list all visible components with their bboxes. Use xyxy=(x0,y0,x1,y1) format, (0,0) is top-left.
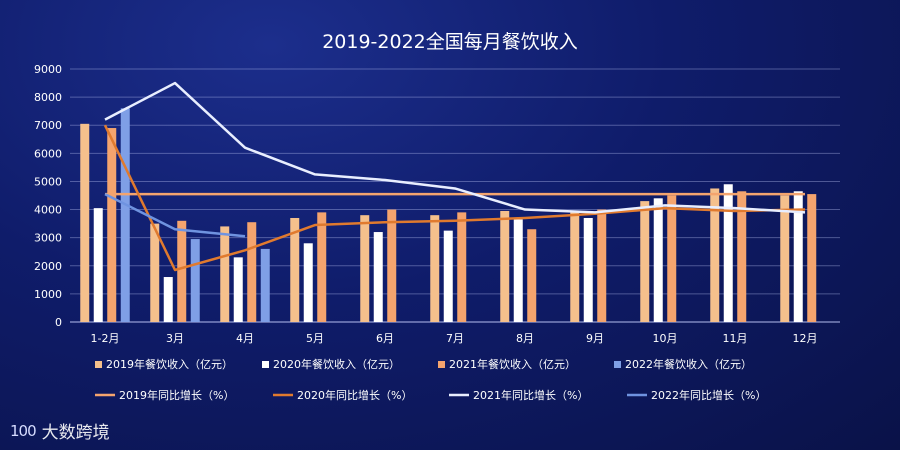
legend-label: 2021年餐饮收入（亿元） xyxy=(449,357,576,371)
y-tick-label: 0 xyxy=(55,316,62,329)
y-tick-label: 7000 xyxy=(34,119,62,132)
bar-2019年餐饮收入（亿元） xyxy=(430,215,440,322)
bar-2021年餐饮收入（亿元） xyxy=(807,194,817,322)
y-tick-label: 6000 xyxy=(34,147,62,160)
y-tick-label: 2000 xyxy=(34,260,62,273)
y-tick-label: 8000 xyxy=(34,91,62,104)
bar-2019年餐饮收入（亿元） xyxy=(710,188,720,322)
bar-2020年餐饮收入（亿元） xyxy=(653,198,663,322)
bar-2022年餐饮收入（亿元） xyxy=(260,248,270,322)
brand-mark-icon: 100 xyxy=(10,421,37,440)
x-tick-label: 7月 xyxy=(446,332,464,345)
bar-2019年餐饮收入（亿元） xyxy=(80,123,90,322)
x-tick-label: 5月 xyxy=(306,332,324,345)
bar-2019年餐饮收入（亿元） xyxy=(570,212,580,322)
x-tick-label: 9月 xyxy=(586,332,604,345)
x-tick-label: 12月 xyxy=(793,332,818,345)
bar-series xyxy=(80,108,817,322)
line-series xyxy=(103,81,806,272)
y-tick-label: 1000 xyxy=(34,288,62,301)
legend-swatch xyxy=(614,361,621,368)
line-2022年同比增长（%） xyxy=(104,192,246,238)
bar-2021年餐饮收入（亿元） xyxy=(737,191,747,322)
bar-2020年餐饮收入（亿元） xyxy=(303,243,313,322)
bar-2021年餐饮收入（亿元） xyxy=(177,220,187,322)
legend-label: 2022年餐饮收入（亿元） xyxy=(625,357,752,371)
line-2021年同比增长（%） xyxy=(104,81,806,214)
legend-label: 2020年餐饮收入（亿元） xyxy=(273,357,400,371)
bar-2020年餐饮收入（亿元） xyxy=(373,232,383,322)
bar-2019年餐饮收入（亿元） xyxy=(780,195,790,322)
bar-2021年餐饮收入（亿元） xyxy=(247,222,257,322)
bar-2020年餐饮收入（亿元） xyxy=(583,217,593,322)
bar-2020年餐饮收入（亿元） xyxy=(93,208,103,322)
y-axis-ticks: 0 1000 2000 3000 4000 5000 6000 7000 8000 9000 xyxy=(34,63,62,329)
legend-label: 2019年同比增长（%） xyxy=(119,388,234,402)
y-tick-label: 9000 xyxy=(34,63,62,76)
x-axis-ticks: 1-2月 3月 4月 5月 6月 7月 8月 9月 10月 11月 12月 xyxy=(91,332,818,345)
bar-2021年餐饮收入（亿元） xyxy=(667,195,677,322)
bar-2019年餐饮收入（亿元） xyxy=(290,217,300,322)
bar-2019年餐饮收入（亿元） xyxy=(640,201,650,322)
x-tick-label: 4月 xyxy=(236,332,254,345)
x-tick-label: 8月 xyxy=(516,332,534,345)
bar-2021年餐饮收入（亿元） xyxy=(317,212,327,322)
legend-label: 2020年同比增长（%） xyxy=(297,388,412,402)
legend-swatch xyxy=(438,361,445,368)
bar-2022年餐饮收入（亿元） xyxy=(190,239,200,322)
legend-label: 2022年同比增长（%） xyxy=(651,388,766,402)
bar-2021年餐饮收入（亿元） xyxy=(527,229,537,322)
bar-2021年餐饮收入（亿元） xyxy=(107,128,117,322)
bar-2019年餐饮收入（亿元） xyxy=(360,215,370,322)
y-tick-label: 4000 xyxy=(34,204,62,217)
line-2020年同比增长（%） xyxy=(103,124,806,272)
legend-swatch xyxy=(262,361,269,368)
bar-2020年餐饮收入（亿元） xyxy=(793,191,803,322)
brand-logo: 100 大数跨境 xyxy=(10,418,110,444)
bar-2019年餐饮收入（亿元） xyxy=(220,226,230,322)
x-tick-label: 11月 xyxy=(723,332,748,345)
bar-2019年餐饮收入（亿元） xyxy=(150,223,160,322)
bar-2020年餐饮收入（亿元） xyxy=(513,219,523,322)
chart-title: 2019-2022全国每月餐饮收入 xyxy=(322,31,578,53)
legend-label: 2021年同比增长（%） xyxy=(473,388,588,402)
bar-2020年餐饮收入（亿元） xyxy=(163,277,173,322)
y-tick-label: 3000 xyxy=(34,232,62,245)
y-tick-label: 5000 xyxy=(34,175,62,188)
x-tick-label: 10月 xyxy=(653,332,678,345)
bar-2019年餐饮收入（亿元） xyxy=(500,210,510,322)
x-tick-label: 1-2月 xyxy=(91,332,120,345)
bar-2020年餐饮收入（亿元） xyxy=(233,257,243,322)
bar-2021年餐饮收入（亿元） xyxy=(457,212,467,322)
bar-2021年餐饮收入（亿元） xyxy=(597,209,607,322)
bar-2020年餐饮收入（亿元） xyxy=(443,230,453,322)
legend-label: 2019年餐饮收入（亿元） xyxy=(106,357,233,371)
x-tick-label: 3月 xyxy=(166,332,184,345)
bar-2022年餐饮收入（亿元） xyxy=(120,108,130,322)
bar-2021年餐饮收入（亿元） xyxy=(387,209,397,322)
legend: 2019年餐饮收入（亿元） 2020年餐饮收入（亿元） 2021年餐饮收入（亿元） 2… xyxy=(95,357,766,402)
brand-name: 大数跨境 xyxy=(41,423,110,443)
legend-swatch xyxy=(95,361,102,368)
x-tick-label: 6月 xyxy=(376,332,394,345)
bar-2020年餐饮收入（亿元） xyxy=(723,184,733,322)
